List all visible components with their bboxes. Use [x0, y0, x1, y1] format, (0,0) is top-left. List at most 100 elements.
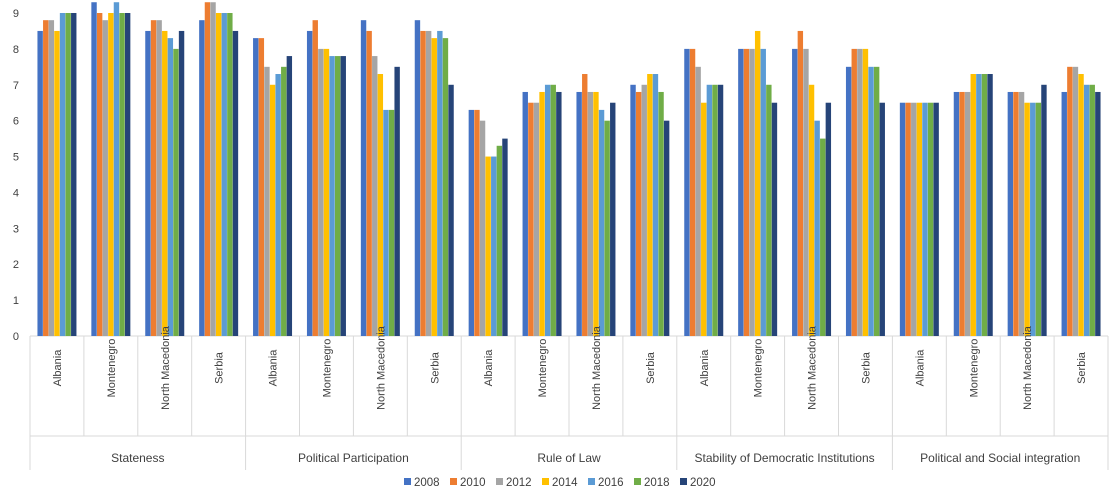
- bar-2014-11: [593, 91, 599, 337]
- bar-2016-5: [275, 74, 281, 336]
- bar-2008-18: [953, 91, 960, 337]
- bar-2020-15: [825, 102, 832, 336]
- group-label: Rule of Law: [537, 451, 601, 465]
- bar-2018-7: [388, 109, 395, 337]
- bar-2018-3: [173, 48, 179, 336]
- bar-2008-4: [199, 20, 205, 337]
- bar-2020-10: [556, 91, 562, 337]
- bar-2008-20: [1061, 91, 1067, 337]
- bar-2008-7: [360, 20, 367, 337]
- bar-2010-8: [420, 30, 426, 336]
- bar-2020-5: [286, 56, 293, 336]
- y-tick-label: 2: [13, 259, 19, 271]
- bar-2014-8: [431, 38, 437, 337]
- bar-2008-12: [630, 84, 636, 336]
- bar-2014-20: [1078, 74, 1084, 336]
- bar-2020-9: [502, 138, 508, 336]
- bar-2008-5: [253, 38, 259, 337]
- legend-swatch-2014: [542, 478, 549, 485]
- bar-2018-18: [981, 74, 988, 336]
- bar-2018-14: [766, 84, 772, 336]
- bar-2016-20: [1083, 84, 1090, 336]
- y-tick-label: 0: [13, 331, 19, 343]
- legend-swatch-2008: [404, 478, 411, 485]
- bar-2010-4: [204, 2, 211, 336]
- bar-2014-16: [862, 48, 869, 336]
- legend-label-2020: 2020: [690, 477, 716, 489]
- country-label: Albania: [52, 349, 64, 387]
- country-label: North Macedonia: [807, 325, 819, 410]
- bar-2020-18: [987, 74, 993, 336]
- country-label: North Macedonia: [1022, 325, 1034, 410]
- bar-2010-20: [1067, 66, 1073, 336]
- bar-2016-1: [59, 13, 66, 336]
- legend-label-2008: 2008: [414, 477, 440, 489]
- bar-2012-18: [964, 91, 971, 337]
- bar-2012-5: [264, 66, 270, 336]
- bar-2012-13: [695, 66, 701, 336]
- y-tick-label: 1: [13, 295, 19, 307]
- country-label: Montenegro: [968, 339, 980, 398]
- bar-2012-8: [425, 30, 432, 336]
- legend-swatch-2010: [450, 478, 457, 485]
- bar-2010-3: [150, 20, 157, 337]
- bar-2016-4: [221, 13, 227, 336]
- bar-2016-15: [814, 120, 820, 336]
- labels-layer: Albania Montenegro North Macedonia Serbia Al…: [52, 325, 1088, 465]
- y-tick-label: 6: [13, 116, 19, 128]
- bar-2018-9: [496, 145, 503, 336]
- bar-2016-10: [544, 84, 551, 336]
- bar-2014-7: [377, 74, 384, 336]
- y-tick-label: 3: [13, 223, 19, 235]
- bar-2012-9: [479, 120, 486, 336]
- country-label: Serbia: [214, 351, 226, 384]
- bar-2010-7: [366, 30, 372, 336]
- bar-2008-3: [145, 30, 151, 336]
- bar-2012-16: [857, 48, 863, 336]
- bar-2020-13: [717, 84, 724, 336]
- bar-2014-13: [701, 102, 707, 336]
- bar-2014-1: [54, 30, 60, 336]
- bar-2016-11: [598, 109, 605, 337]
- bar-2020-2: [124, 13, 131, 336]
- country-label: North Macedonia: [591, 325, 603, 410]
- country-label: Serbia: [429, 351, 441, 384]
- bar-2016-8: [437, 30, 443, 336]
- country-label: Montenegro: [106, 339, 118, 398]
- bar-2014-14: [754, 30, 761, 336]
- bar-2020-7: [394, 66, 400, 336]
- bar-2008-10: [522, 91, 528, 337]
- bar-2014-17: [916, 102, 923, 336]
- bar-2010-5: [258, 38, 265, 337]
- group-label: Stateness: [111, 451, 164, 465]
- country-label: North Macedonia: [375, 325, 387, 410]
- bar-2012-20: [1072, 66, 1079, 336]
- legend-swatch-2016: [588, 478, 595, 485]
- bar-2020-8: [448, 84, 454, 336]
- bar-2018-11: [604, 120, 610, 336]
- bar-2016-12: [652, 74, 659, 336]
- bar-2010-6: [312, 20, 318, 337]
- bar-2008-17: [899, 102, 906, 336]
- bar-2014-3: [162, 30, 168, 336]
- bar-2016-13: [706, 84, 713, 336]
- y-tick-label: 9: [13, 8, 19, 20]
- bar-2020-14: [771, 102, 778, 336]
- bar-2018-10: [550, 84, 556, 336]
- country-label: Serbia: [645, 351, 657, 384]
- bar-2012-4: [210, 2, 216, 336]
- bar-2020-17: [933, 102, 939, 336]
- bar-2008-19: [1007, 91, 1014, 337]
- bar-2012-11: [587, 91, 594, 337]
- bar-2018-2: [119, 13, 125, 336]
- bar-2008-2: [91, 2, 97, 336]
- legend: 2008 2010 2012 2014 2016 2018 2020: [404, 477, 716, 489]
- legend-label-2016: 2016: [598, 477, 624, 489]
- bar-2012-2: [102, 20, 108, 337]
- bar-2020-16: [879, 102, 885, 336]
- bar-2018-12: [658, 91, 664, 337]
- y-tick-label: 4: [13, 187, 19, 199]
- bar-2010-15: [797, 30, 804, 336]
- bar-2010-17: [905, 102, 911, 336]
- bar-2014-5: [269, 84, 276, 336]
